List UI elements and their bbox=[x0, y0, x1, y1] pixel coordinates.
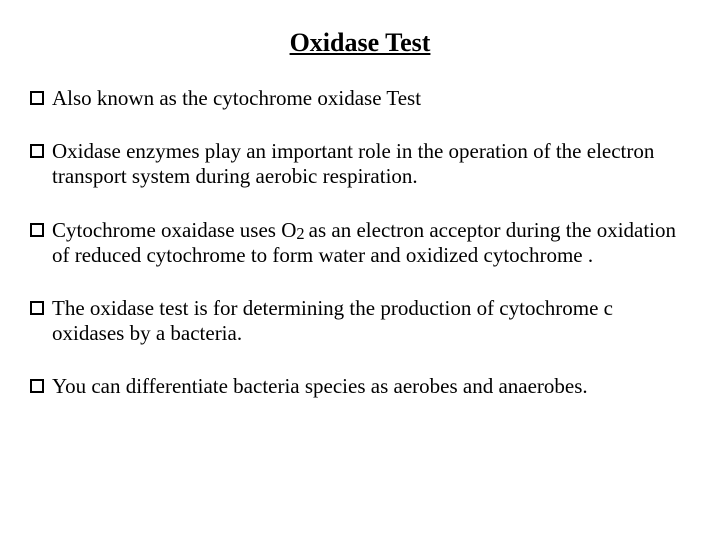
bullet-text: Also known as the cytochrome oxidase Tes… bbox=[52, 86, 690, 111]
text-pre: Cytochrome oxaidase uses O bbox=[52, 218, 296, 242]
list-item: Oxidase enzymes play an important role i… bbox=[30, 139, 690, 189]
page-title: Oxidase Test bbox=[30, 28, 690, 58]
list-item: Cytochrome oxaidase uses O2 as an electr… bbox=[30, 218, 690, 268]
bullet-text: Cytochrome oxaidase uses O2 as an electr… bbox=[52, 218, 690, 268]
list-item: Also known as the cytochrome oxidase Tes… bbox=[30, 86, 690, 111]
bullet-box-icon bbox=[30, 144, 44, 158]
bullet-text: You can differentiate bacteria species a… bbox=[52, 374, 690, 399]
list-item: The oxidase test is for determining the … bbox=[30, 296, 690, 346]
subscript: 2 bbox=[296, 224, 308, 243]
bullet-box-icon bbox=[30, 91, 44, 105]
bullet-text: Oxidase enzymes play an important role i… bbox=[52, 139, 690, 189]
list-item: You can differentiate bacteria species a… bbox=[30, 374, 690, 399]
bullet-box-icon bbox=[30, 379, 44, 393]
bullet-box-icon bbox=[30, 223, 44, 237]
bullet-text: The oxidase test is for determining the … bbox=[52, 296, 690, 346]
bullet-box-icon bbox=[30, 301, 44, 315]
